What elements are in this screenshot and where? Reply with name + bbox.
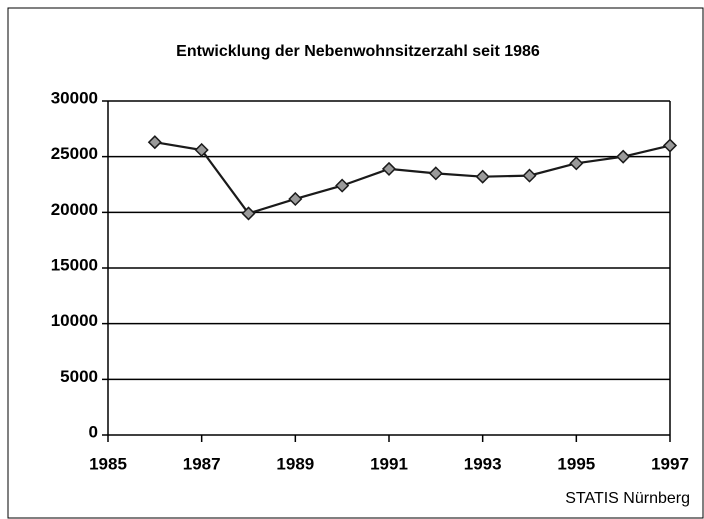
x-tick-label: 1991	[370, 454, 408, 473]
x-tick-label: 1997	[651, 454, 689, 473]
data-point	[288, 191, 303, 207]
source-note: STATIS Nürnberg	[565, 490, 690, 507]
chart-title: Entwicklung der Nebenwohnsitzerzahl seit…	[176, 43, 540, 60]
data-point	[662, 138, 678, 153]
y-tick-label: 30000	[51, 88, 98, 107]
data-point	[522, 168, 537, 183]
x-tick-label: 1987	[183, 454, 221, 473]
data-point	[475, 169, 490, 184]
data-point	[335, 178, 350, 193]
x-tick-label: 1989	[276, 454, 314, 473]
data-point	[616, 149, 631, 164]
data-point	[428, 166, 443, 181]
y-tick-label: 0	[89, 422, 98, 441]
y-tick-label: 15000	[51, 255, 98, 274]
x-tick-label: 1995	[557, 454, 595, 473]
x-tick-label: 1993	[464, 454, 502, 473]
y-tick-label: 5000	[60, 367, 98, 386]
data-point	[569, 156, 584, 171]
data-point	[381, 161, 397, 176]
data-line	[154, 141, 671, 215]
y-tick-label: 25000	[51, 144, 98, 163]
data-point	[241, 206, 256, 221]
x-tick-label: 1985	[89, 454, 127, 473]
y-tick-label: 10000	[51, 311, 98, 330]
y-tick-label: 20000	[51, 200, 98, 219]
data-point	[147, 135, 162, 150]
data-point	[194, 142, 209, 158]
frame	[7, 7, 704, 519]
